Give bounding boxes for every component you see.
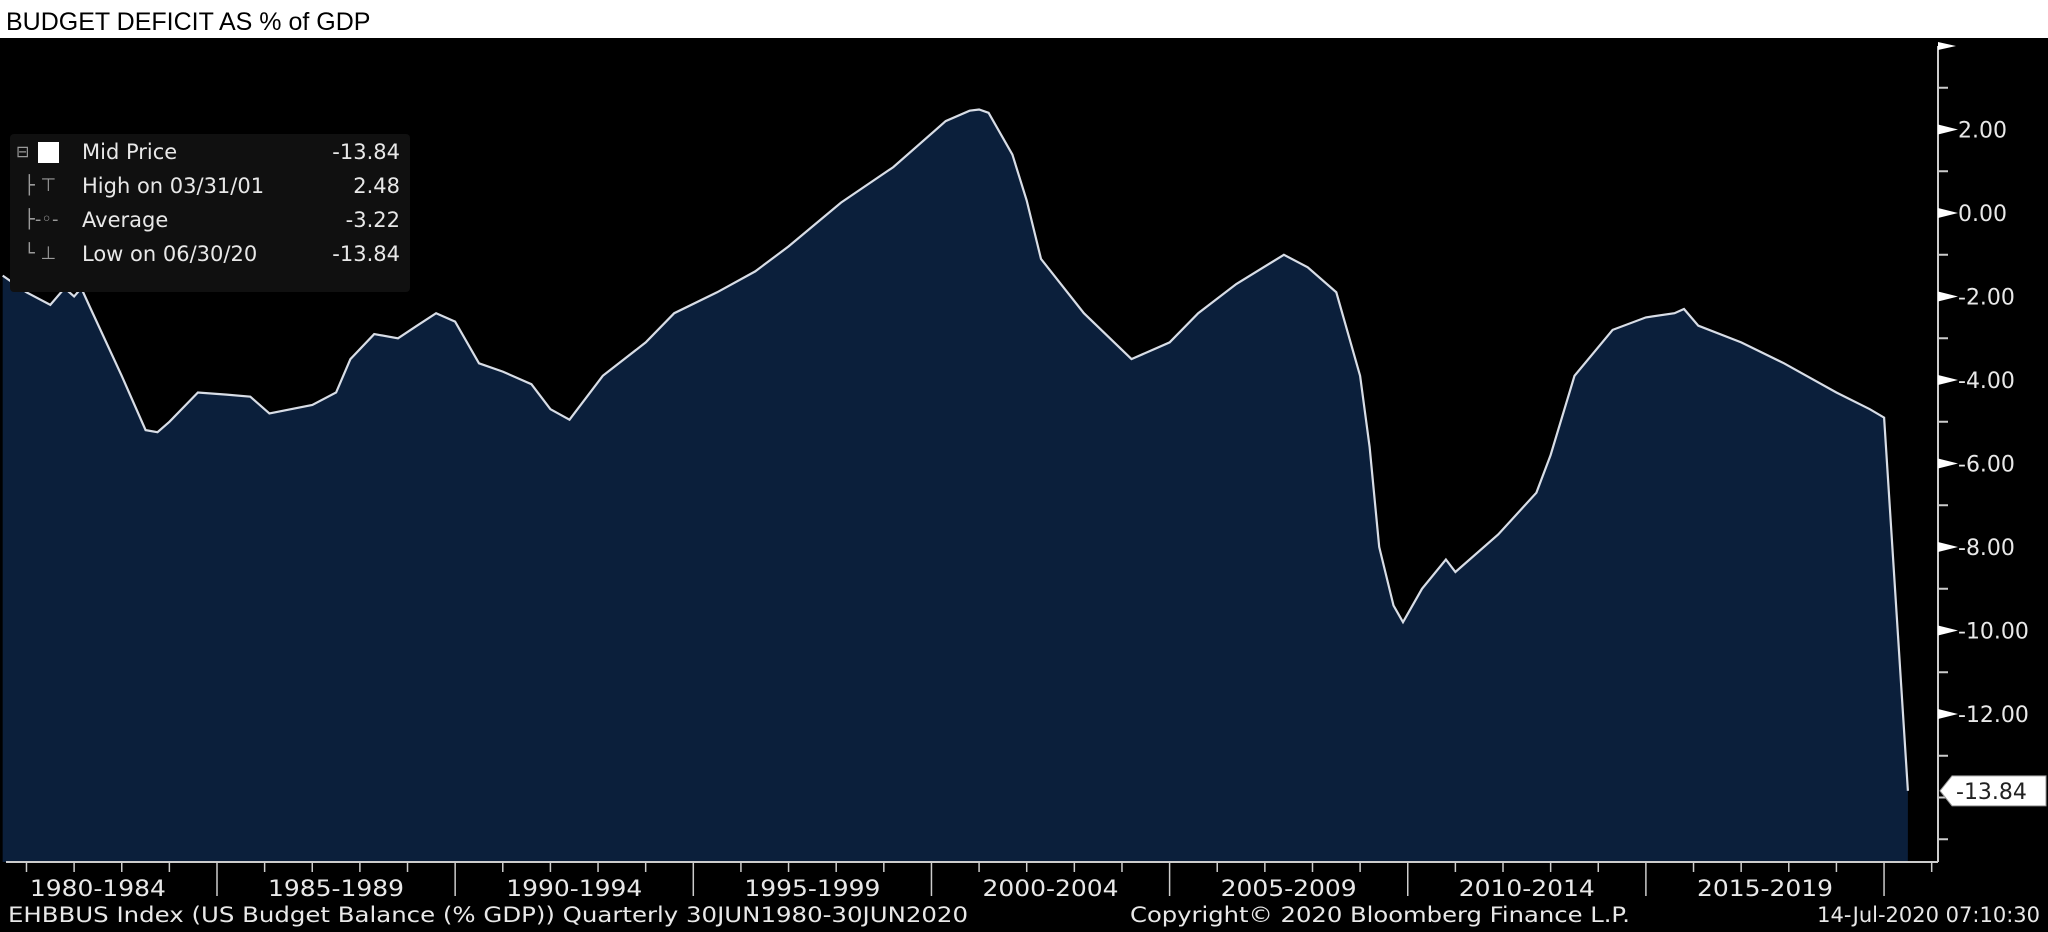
footer-timestamp: 14-Jul-2020 07:10:30 (1817, 903, 2040, 927)
y-major-tick (1938, 42, 1956, 50)
legend-label: Mid Price (82, 140, 178, 164)
high-marker-icon: ├ ⊤ (24, 175, 57, 196)
x-period-label: 2015-2019 (1697, 877, 1833, 902)
legend-label: Average (82, 208, 169, 232)
legend-value: 2.48 (353, 174, 400, 198)
x-period-label: 2010-2014 (1459, 877, 1595, 902)
y-major-tick (1938, 291, 1958, 302)
y-tick-label: -12.00 (1958, 703, 2029, 728)
y-major-tick (1938, 625, 1958, 636)
legend: ⊟ Mid Price -13.84 ├ ⊤ High on 03/31/01 … (10, 134, 410, 292)
white-square-icon (38, 142, 59, 163)
series-line (2, 108, 1909, 791)
y-tick-label: 2.00 (1958, 119, 2007, 144)
chart-svg: 2.00 0.00 -2.00 -4.00 -6.00 -8.00 -10.00 -12.00… (2, 42, 2047, 927)
chart-title: BUDGET DEFICIT AS % of GDP (6, 8, 371, 36)
low-marker-icon: └ ⊥ (24, 243, 57, 264)
x-period-label: 2000-2004 (983, 877, 1119, 902)
legend-item-low: └ ⊥ Low on 06/30/20 -13.84 (10, 238, 410, 270)
legend-item-mid-price: ⊟ Mid Price -13.84 (10, 136, 410, 168)
x-period-label: 1980-1984 (30, 877, 166, 902)
y-major-tick (1938, 208, 1958, 218)
legend-label: Low on 06/30/20 (82, 242, 258, 266)
y-major-tick (1938, 124, 1958, 135)
last-value-label: -13.84 (1956, 780, 2027, 805)
y-major-tick (1938, 458, 1958, 469)
chart-area: 2.00 0.00 -2.00 -4.00 -6.00 -8.00 -10.00 -12.00… (0, 38, 2048, 932)
y-major-tick (1938, 375, 1958, 385)
y-tick-label: -4.00 (1958, 369, 2015, 394)
x-period-label: 2005-2009 (1221, 877, 1357, 902)
x-period-label: 1995-1999 (744, 877, 880, 902)
y-major-tick (1938, 542, 1958, 552)
y-tick-label: -2.00 (1958, 286, 2015, 311)
footer-copyright: Copyright© 2020 Bloomberg Finance L.P. (1130, 903, 1630, 927)
y-tick-label: -10.00 (1958, 620, 2029, 645)
footer-source: EHBBUS Index (US Budget Balance (% GDP))… (8, 903, 968, 927)
y-major-tick (1938, 709, 1958, 719)
y-tick-label: 0.00 (1958, 202, 2007, 227)
area-fill (2, 109, 1908, 862)
y-tick-label: -6.00 (1958, 453, 2015, 478)
last-value-badge (1939, 775, 2047, 807)
legend-value: -3.22 (345, 208, 400, 232)
collapse-icon[interactable]: ⊟ (16, 142, 30, 161)
legend-value: -13.84 (332, 242, 400, 266)
legend-label: High on 03/31/01 (82, 174, 265, 198)
average-marker-icon: ├-◦- (24, 209, 59, 230)
x-period-label: 1990-1994 (506, 877, 642, 902)
legend-item-average: ├-◦- Average -3.22 (10, 204, 410, 236)
legend-value: -13.84 (332, 140, 400, 164)
x-period-label: 1985-1989 (268, 877, 404, 902)
y-tick-label: -8.00 (1958, 536, 2015, 561)
legend-item-high: ├ ⊤ High on 03/31/01 2.48 (10, 170, 410, 202)
